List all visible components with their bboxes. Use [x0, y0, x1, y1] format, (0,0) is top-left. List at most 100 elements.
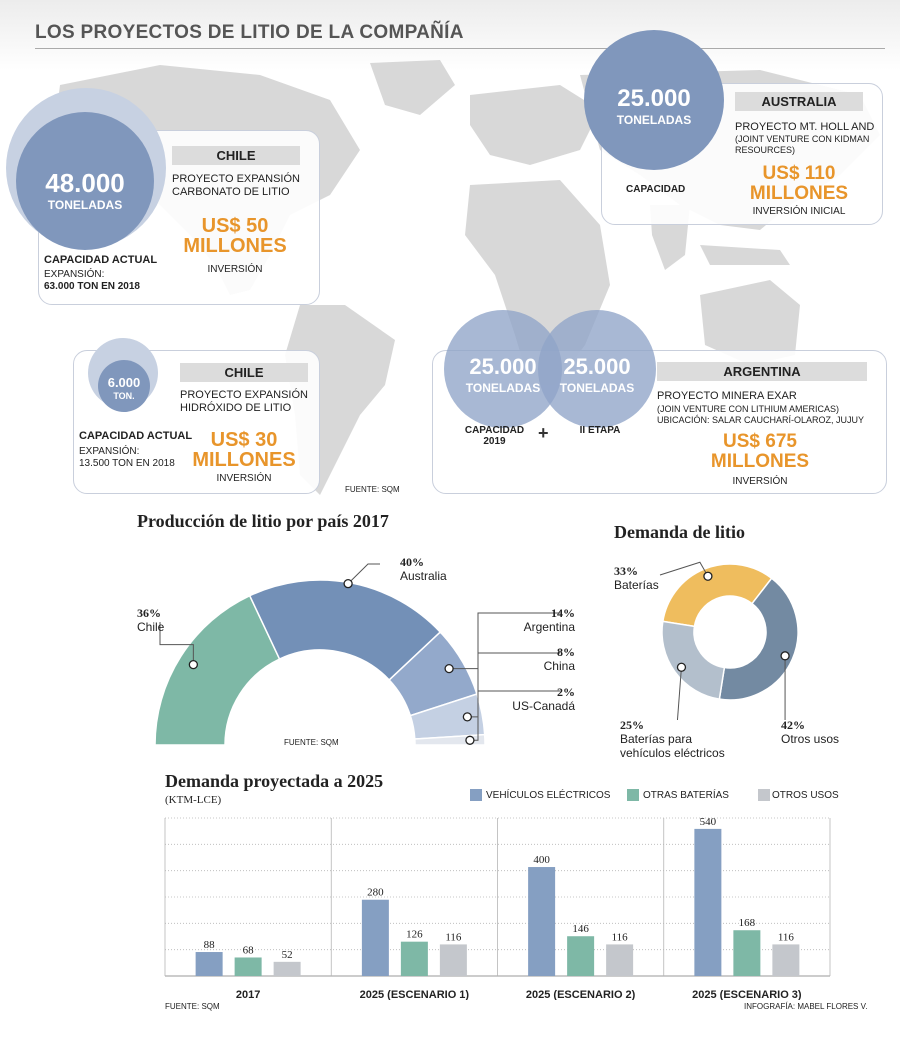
australia-capacity-circle — [584, 30, 724, 170]
production-marker-australia — [343, 579, 353, 589]
production-semi-donut-chart — [154, 563, 560, 746]
australia-capacity-number: 25.000 — [617, 85, 691, 112]
chile1-country-tag: CHILE — [172, 146, 300, 165]
chile2-expansion-label: EXPANSIÓN: — [79, 446, 140, 457]
legend-swatch-otros-usos — [758, 789, 770, 801]
bar-value-label: 168 — [739, 917, 756, 929]
title-underline — [35, 48, 885, 49]
argentina-investment: US$ 675 MILLONES — [710, 431, 810, 472]
greenland-shape — [370, 60, 455, 115]
bar-otros-usos-2025-escenario-2 — [606, 944, 634, 976]
demand-marker-baterias-para-vehiculos-electricos — [676, 662, 687, 672]
australia-project-name: PROYECTO MT. HOLL AND — [735, 121, 875, 133]
australia-shape — [700, 280, 800, 365]
production-label-argentina: 14% Argentina — [495, 606, 575, 634]
chile2-investment-label: INVERSIÓN — [216, 473, 272, 484]
demand-chart-title: Demanda de litio — [614, 522, 746, 542]
production-marker-argentina — [444, 663, 454, 674]
production-leader-australia — [347, 563, 380, 585]
chile1-project-name: PROYECTO EXPANSIÓN CARBONATO DE LITIO — [172, 173, 300, 198]
legend-label-otros-usos: OTROS USOS — [772, 790, 839, 801]
production-label-australia-name: Australia — [400, 569, 447, 583]
production-label-us-canada-pct: 2% — [557, 685, 575, 699]
australia-country-tag: AUSTRALIA — [735, 92, 863, 111]
header-band — [0, 0, 900, 70]
bar-otras-baterias-2017 — [234, 957, 262, 976]
demand-label-baterias-name: Baterías — [614, 578, 659, 592]
production-leader-argentina — [449, 612, 560, 670]
production-label-us-canada-name: US-Canadá — [512, 699, 575, 713]
bar-value-label: 52 — [282, 949, 293, 961]
bar-value-label: 116 — [612, 931, 629, 943]
argentina-capacity-a-label: CAPACIDAD 2019 — [464, 425, 525, 447]
chile1-expansion-label: EXPANSIÓN: — [44, 269, 105, 280]
bar-otros-usos-2025-escenario-3 — [772, 944, 800, 976]
bar-otras-baterias-2025-escenario-3 — [733, 930, 761, 976]
production-slice-australia — [248, 579, 442, 682]
chile1-capacity-unit: TONELADAS — [47, 198, 123, 212]
demand-label-vehiculos-pct: 25% — [620, 718, 644, 732]
demand-label-otros-name: Otros usos — [781, 732, 840, 746]
chile1-expansion-value: 63.000 TON EN 2018 — [44, 281, 140, 292]
production-chart-title: Producción de litio por país 2017 — [137, 511, 389, 531]
indonesia-shape — [700, 245, 790, 265]
demand-label-baterias-pct: 33% — [614, 564, 638, 578]
bar-value-label: 116 — [445, 931, 462, 943]
demand-label-otros: 42% Otros usos — [781, 718, 861, 746]
chile1-investment-label: INVERSIÓN — [207, 264, 263, 275]
chile1-investment: US$ 50 MILLONES — [183, 215, 287, 257]
chile2-capacity-circle — [98, 360, 150, 412]
production-marker-us-canada — [465, 735, 475, 745]
legend-label-otras-baterias: OTRAS BATERÍAS — [643, 790, 729, 801]
production-label-china: 8% China — [495, 645, 575, 673]
chile1-capacity-number: 48.000 — [45, 168, 125, 198]
argentina-project-name: PROYECTO MINERA EXAR — [657, 390, 797, 402]
argentina-project-note1: (JOIN VENTURE CON LITHIUM AMERICAS) — [657, 404, 840, 414]
argentina-capacity-a: 25.000 — [469, 354, 537, 379]
demand-slice-baterias — [661, 563, 773, 628]
production-source: FUENTE: SQM — [284, 738, 339, 747]
bar-value-label: 116 — [778, 931, 795, 943]
page-title: LOS PROYECTOS DE LITIO DE LA COMPAÑÍA — [35, 22, 464, 43]
demand-donut-chart — [659, 561, 799, 721]
bar-category-label: 2025 (ESCENARIO 2) — [526, 989, 636, 1000]
australia-investment: US$ 110 MILLONES — [749, 163, 849, 204]
chile2-investment: US$ 30 MILLONES — [192, 429, 296, 471]
argentina-country-tag: ARGENTINA — [657, 362, 867, 381]
projected-demand-bar-chart: 88 68 52 2017 280 126 116 2025 (ESCENARIO 1) 400… — [164, 816, 831, 1000]
bar-chart-subtitle: (KTM-LCE) — [165, 794, 222, 806]
chile2-capacity-unit: TON. — [113, 391, 135, 401]
bar-chart-source: FUENTE: SQM — [165, 1002, 220, 1011]
argentina-capacity-b-unit: TONELADAS — [559, 381, 635, 395]
legend-label-vehiculos: VEHÍCULOS ELÉCTRICOS — [486, 790, 611, 801]
production-label-china-name: China — [543, 659, 575, 673]
bar-otras-baterias-2025-escenario-1 — [400, 941, 428, 976]
bar-vehiculos-electricos-2025-escenario-3 — [694, 828, 722, 976]
chile1-capacity-circle — [16, 112, 154, 250]
bar-chart-title: Demanda proyectada a 2025 — [165, 771, 384, 791]
production-marker-chile — [188, 659, 199, 670]
chile2-project-name: PROYECTO EXPANSIÓN HIDRÓXIDO DE LITIO — [180, 389, 308, 414]
demand-slice-otros-usos — [718, 577, 799, 701]
argentina-capacity-b-label: II ETAPA — [579, 425, 621, 436]
production-label-chile-pct: 36% — [137, 606, 161, 620]
demand-marker-otros-usos — [780, 651, 790, 661]
demand-label-baterias: 33% Baterías — [614, 564, 659, 592]
bar-value-label: 68 — [243, 944, 255, 956]
production-label-argentina-name: Argentina — [523, 620, 575, 634]
production-label-australia-pct: 40% — [400, 555, 424, 569]
bar-category-label: 2025 (ESCENARIO 3) — [692, 989, 802, 1000]
europe-shape — [470, 85, 600, 165]
argentina-capacity-b: 25.000 — [563, 354, 631, 379]
bar-value-label: 146 — [572, 923, 589, 935]
bar-otros-usos-2017 — [273, 961, 301, 976]
production-marker-china — [462, 712, 472, 722]
production-leader-china — [467, 652, 560, 718]
production-label-us-canada: 2% US-Canadá — [495, 685, 575, 713]
demand-slice-baterias-para-vehiculos-electricos — [661, 620, 726, 701]
legend-swatch-vehiculos — [470, 789, 482, 801]
chile2-capacity-label: CAPACIDAD ACTUAL — [79, 430, 193, 442]
australia-capacity-unit: TONELADAS — [616, 113, 692, 127]
demand-marker-baterias — [703, 571, 713, 581]
demand-label-vehiculos-name: Baterías para vehículos eléctricos — [620, 732, 725, 760]
